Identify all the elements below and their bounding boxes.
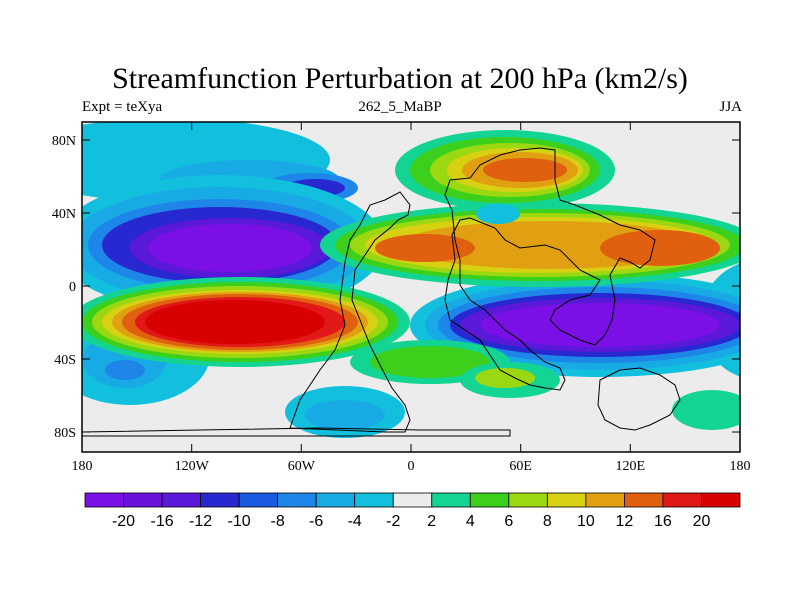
x-tick-label: 0 [408, 459, 415, 474]
season-label: JJA [719, 99, 742, 115]
colorbar-box [392, 492, 433, 508]
positive-ridge-west [82, 277, 560, 398]
colorbar-label: -8 [271, 513, 285, 530]
y-tick-label: 40S [54, 353, 76, 368]
colorbar-box [546, 492, 587, 508]
negative-trough-east [410, 273, 740, 377]
colorbar-box [431, 492, 471, 508]
y-tick-label: 40N [52, 207, 76, 222]
colorbar-box [508, 492, 548, 508]
colorbar-label: -10 [228, 513, 251, 530]
x-tick-label: 180 [730, 459, 751, 474]
colorbar-label: -12 [189, 513, 212, 530]
colorbar-label: 4 [466, 513, 475, 530]
colorbar-box [84, 492, 124, 508]
colorbar-label: -2 [386, 513, 400, 530]
colorbar-label: 6 [504, 513, 513, 530]
negative-south-polar [285, 386, 405, 438]
contour-field [82, 122, 740, 452]
positive-patch-southeast [672, 390, 740, 430]
x-tick-label: 180 [72, 459, 93, 474]
colorbar-label: 8 [543, 513, 552, 530]
y-tick-label: 80S [54, 426, 76, 441]
colorbar-box [200, 492, 240, 508]
colorbar-box [161, 492, 201, 508]
colorbar-labels: -20 -16 -12 -10 -8 -6 -4 -2 2 4 6 8 10 1… [112, 513, 711, 530]
colorbar-label: 20 [693, 513, 711, 530]
plot-title: Streamfunction Perturbation at 200 hPa (… [112, 62, 688, 95]
positive-high-north [395, 130, 615, 224]
colorbar-box [469, 492, 510, 508]
experiment-label: Expt = teXya [82, 99, 163, 115]
colorbar-label: 2 [427, 513, 436, 530]
x-tick-marks [81, 122, 741, 452]
colorbar-label: -20 [112, 513, 135, 530]
colorbar-box [123, 492, 163, 508]
colorbar-box [277, 492, 317, 508]
colorbar-label: 10 [577, 513, 595, 530]
x-tick-label: 120W [175, 459, 210, 474]
colorbar-label: 12 [616, 513, 634, 530]
positive-band-east [320, 203, 740, 287]
colorbar-label: 16 [654, 513, 672, 530]
colorbar-box [585, 492, 625, 508]
case-label: 262_5_MaBP [358, 99, 442, 115]
colorbar-box [315, 492, 356, 508]
colorbar-box [238, 492, 279, 508]
colorbar-label: -6 [309, 513, 323, 530]
x-tick-label: 60E [509, 459, 532, 474]
y-tick-label: 0 [69, 280, 76, 295]
colorbar-box [624, 492, 664, 508]
colorbar [84, 492, 741, 508]
negative-trough-west [82, 175, 385, 315]
y-tick-label: 80N [52, 134, 76, 149]
coastlines [82, 147, 681, 437]
colorbar-label: -4 [348, 513, 362, 530]
colorbar-label: -16 [150, 513, 173, 530]
colorbar-box [662, 492, 702, 508]
x-tick-label: 60W [288, 459, 316, 474]
x-tick-label: 120E [616, 459, 646, 474]
colorbar-box [354, 492, 394, 508]
y-tick-marks [82, 139, 740, 433]
colorbar-box [701, 492, 741, 508]
